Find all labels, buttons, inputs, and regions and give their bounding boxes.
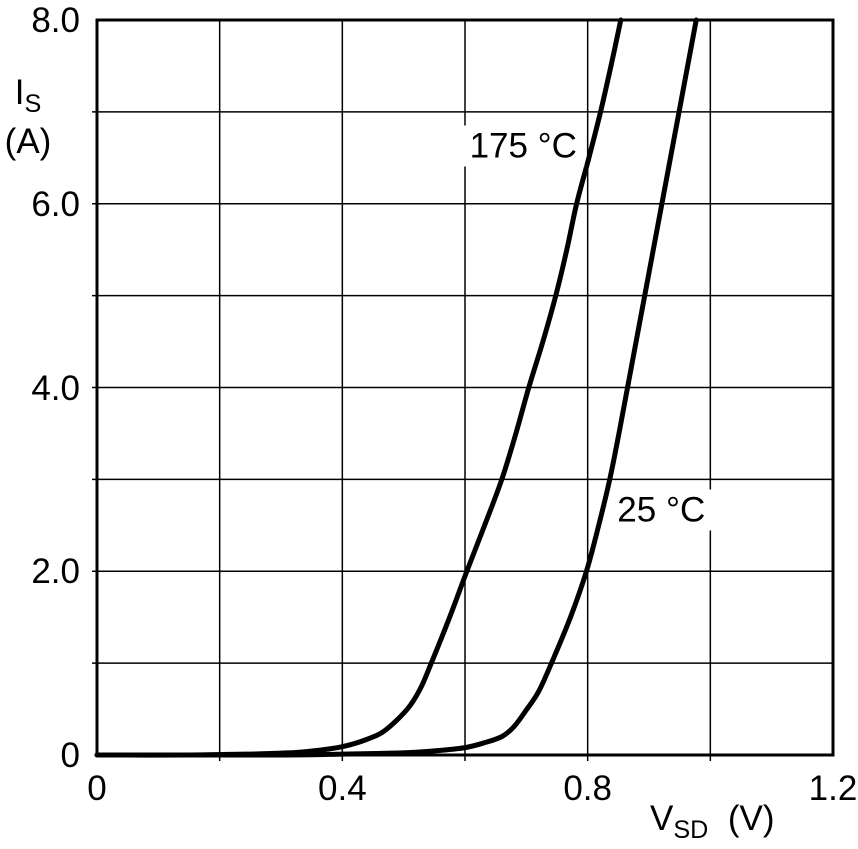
plot-border	[95, 18, 835, 757]
curve-label-175c: 175 °C	[462, 125, 584, 167]
y-axis-title: IS (A)	[0, 74, 56, 161]
y-tick-label-6.0: 6.0	[31, 184, 80, 224]
x-axis-symbol: VSD	[650, 799, 709, 845]
x-tick-label-0.4: 0.4	[318, 769, 367, 808]
x-axis-title: VSD (V)	[650, 800, 774, 849]
x-axis-unit: (V)	[727, 799, 775, 838]
x-tick-label-1.2: 1.2	[808, 769, 858, 808]
y-axis-unit: (A)	[4, 122, 52, 161]
curve-25c	[94, 17, 699, 758]
y-tick-label-0: 0	[60, 736, 80, 775]
curve-175c	[94, 17, 624, 758]
x-tick-label-0: 0	[87, 769, 107, 808]
curve-label-25c: 25 °C	[610, 489, 713, 531]
x-tick-label-0.8: 0.8	[563, 769, 612, 808]
y-axis-symbol: IS	[14, 73, 42, 119]
y-tick-label-2.0: 2.0	[31, 552, 80, 592]
y-tick-label-8.0: 8.0	[31, 1, 80, 40]
y-tick-label-4.0: 4.0	[31, 368, 80, 408]
